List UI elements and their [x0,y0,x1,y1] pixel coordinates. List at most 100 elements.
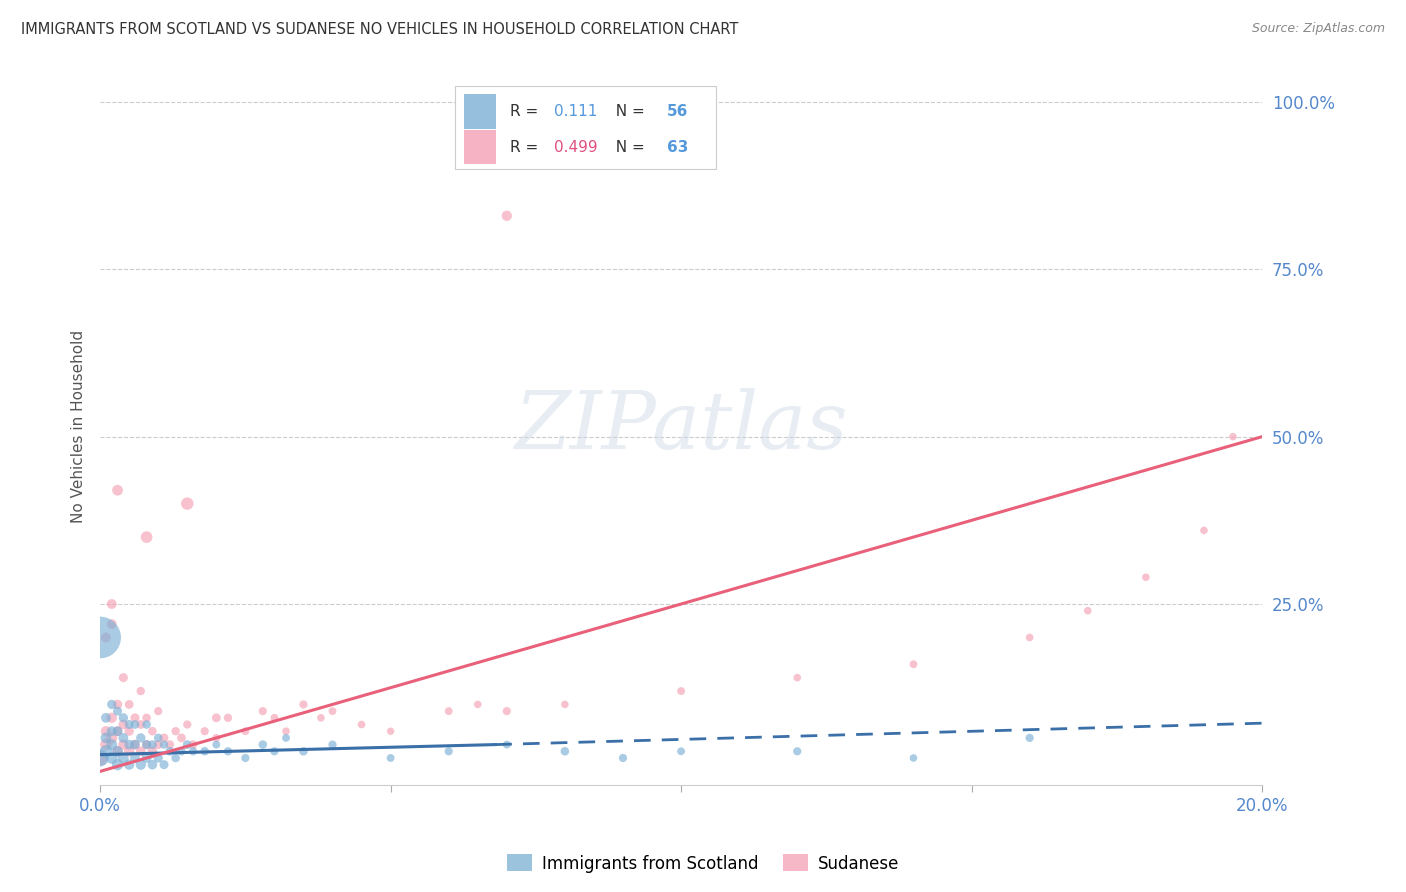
Point [274,731,297,745]
Point [165,724,187,739]
Point [1222,430,1244,444]
Point [107,757,129,772]
Point [107,744,129,758]
Point [107,724,129,739]
Point [380,724,402,739]
Point [181,738,204,752]
Point [1135,570,1157,584]
Point [153,757,176,772]
Point [176,497,198,511]
Point [118,757,141,772]
Point [107,483,129,498]
Point [309,711,332,725]
Point [554,744,576,758]
Point [321,738,343,752]
Text: R =: R = [510,104,543,119]
Point [94,744,117,758]
Point [112,738,135,752]
Point [94,711,117,725]
Point [107,744,129,758]
Point [100,724,122,739]
Point [100,597,122,611]
Point [554,698,576,712]
Point [350,717,373,731]
Point [380,751,402,765]
Point [100,731,122,745]
Point [148,738,170,752]
Point [292,744,315,758]
Point [148,731,170,745]
Point [181,744,204,758]
Point [135,530,157,544]
Point [94,731,117,745]
Point [89,751,111,765]
Point [437,704,460,718]
Point [252,738,274,752]
Point [100,617,122,632]
Point [437,744,460,758]
Point [205,738,228,752]
Point [135,751,157,765]
Point [124,738,146,752]
Point [903,751,925,765]
Point [786,744,808,758]
Point [107,724,129,739]
Point [129,744,152,758]
Point [100,698,122,712]
Point [135,711,157,725]
Point [194,724,217,739]
Point [112,671,135,685]
Point [153,738,176,752]
Point [141,724,163,739]
Point [205,711,228,725]
Point [1018,631,1040,645]
Point [205,731,228,745]
Bar [464,95,496,128]
Point [118,724,141,739]
Point [153,731,176,745]
Point [118,717,141,731]
Point [141,744,163,758]
Point [495,738,517,752]
Text: 63: 63 [666,140,689,155]
Point [159,738,181,752]
Text: N =: N = [606,104,650,119]
Point [148,751,170,765]
Point [94,724,117,739]
Point [100,738,122,752]
Point [124,717,146,731]
Point [217,711,239,725]
Point [235,751,257,765]
Point [274,724,297,739]
Text: R =: R = [510,140,543,155]
Text: 0.499: 0.499 [554,140,598,155]
Point [129,684,152,698]
Point [141,738,163,752]
Point [786,671,808,685]
Point [170,731,193,745]
Point [263,711,285,725]
Point [100,711,122,725]
Point [903,657,925,672]
Point [89,631,111,645]
Point [1077,604,1099,618]
Point [124,711,146,725]
Point [495,704,517,718]
Text: Source: ZipAtlas.com: Source: ZipAtlas.com [1251,22,1385,36]
Point [107,704,129,718]
Point [467,698,489,712]
Point [129,717,152,731]
Point [669,684,692,698]
Point [292,698,315,712]
Legend: Immigrants from Scotland, Sudanese: Immigrants from Scotland, Sudanese [501,847,905,880]
Point [135,717,157,731]
Point [170,744,193,758]
Point [1018,731,1040,745]
Y-axis label: No Vehicles in Household: No Vehicles in Household [72,330,86,524]
Text: 56: 56 [666,104,689,119]
Point [118,744,141,758]
Point [107,698,129,712]
Point [495,209,517,223]
Point [118,698,141,712]
Point [129,731,152,745]
